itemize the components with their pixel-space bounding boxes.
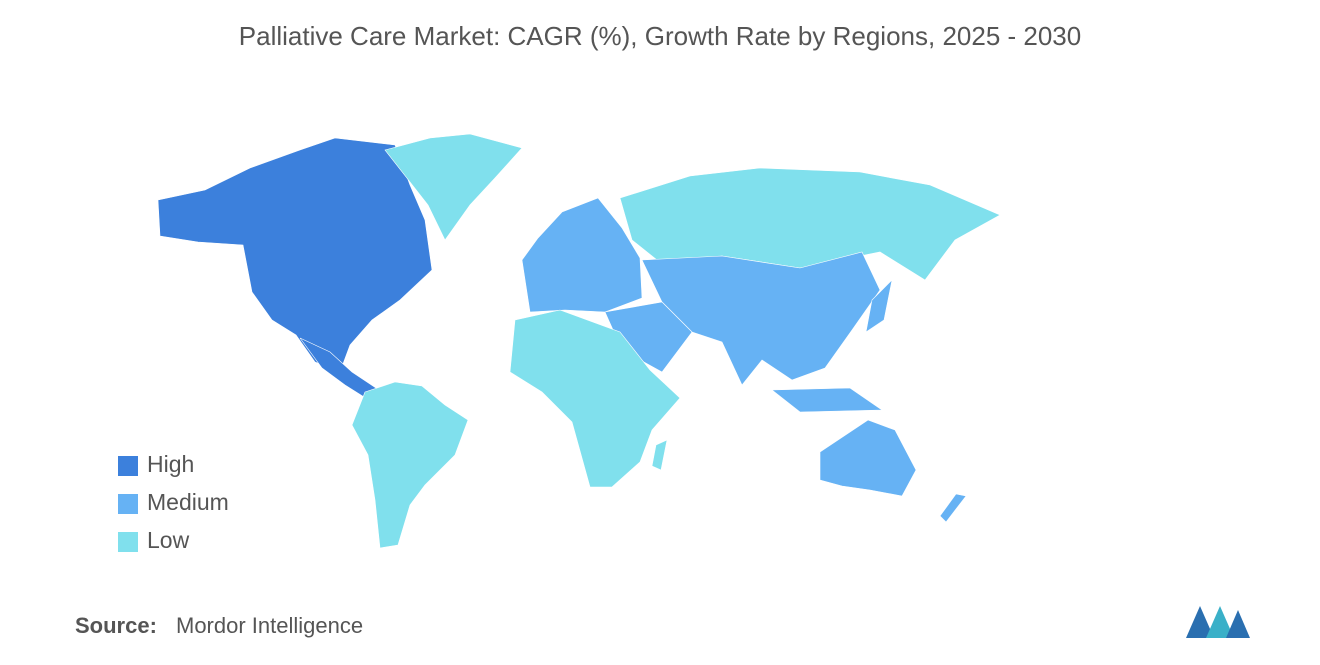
new-zealand xyxy=(939,493,967,523)
legend-label: Medium xyxy=(147,489,229,515)
south-america xyxy=(351,381,469,549)
asia xyxy=(641,251,881,386)
chart-title: Palliative Care Market: CAGR (%), Growth… xyxy=(239,21,1081,51)
africa xyxy=(509,309,681,488)
logo xyxy=(1186,606,1250,638)
source-label: Source: xyxy=(75,613,157,638)
japan xyxy=(865,279,893,333)
legend-swatch xyxy=(118,456,138,476)
greenland xyxy=(384,133,523,241)
source-text: Mordor Intelligence xyxy=(176,613,363,638)
europe xyxy=(521,197,643,313)
legend: High Medium Low xyxy=(118,451,229,553)
southeast-asia-islands xyxy=(771,387,883,413)
legend-swatch xyxy=(118,494,138,514)
legend-swatch xyxy=(118,532,138,552)
legend-label: Low xyxy=(147,527,190,553)
australia xyxy=(819,419,917,497)
legend-label: High xyxy=(147,451,194,477)
madagascar xyxy=(651,439,668,471)
world-map xyxy=(157,133,1001,549)
north-america xyxy=(157,137,433,373)
